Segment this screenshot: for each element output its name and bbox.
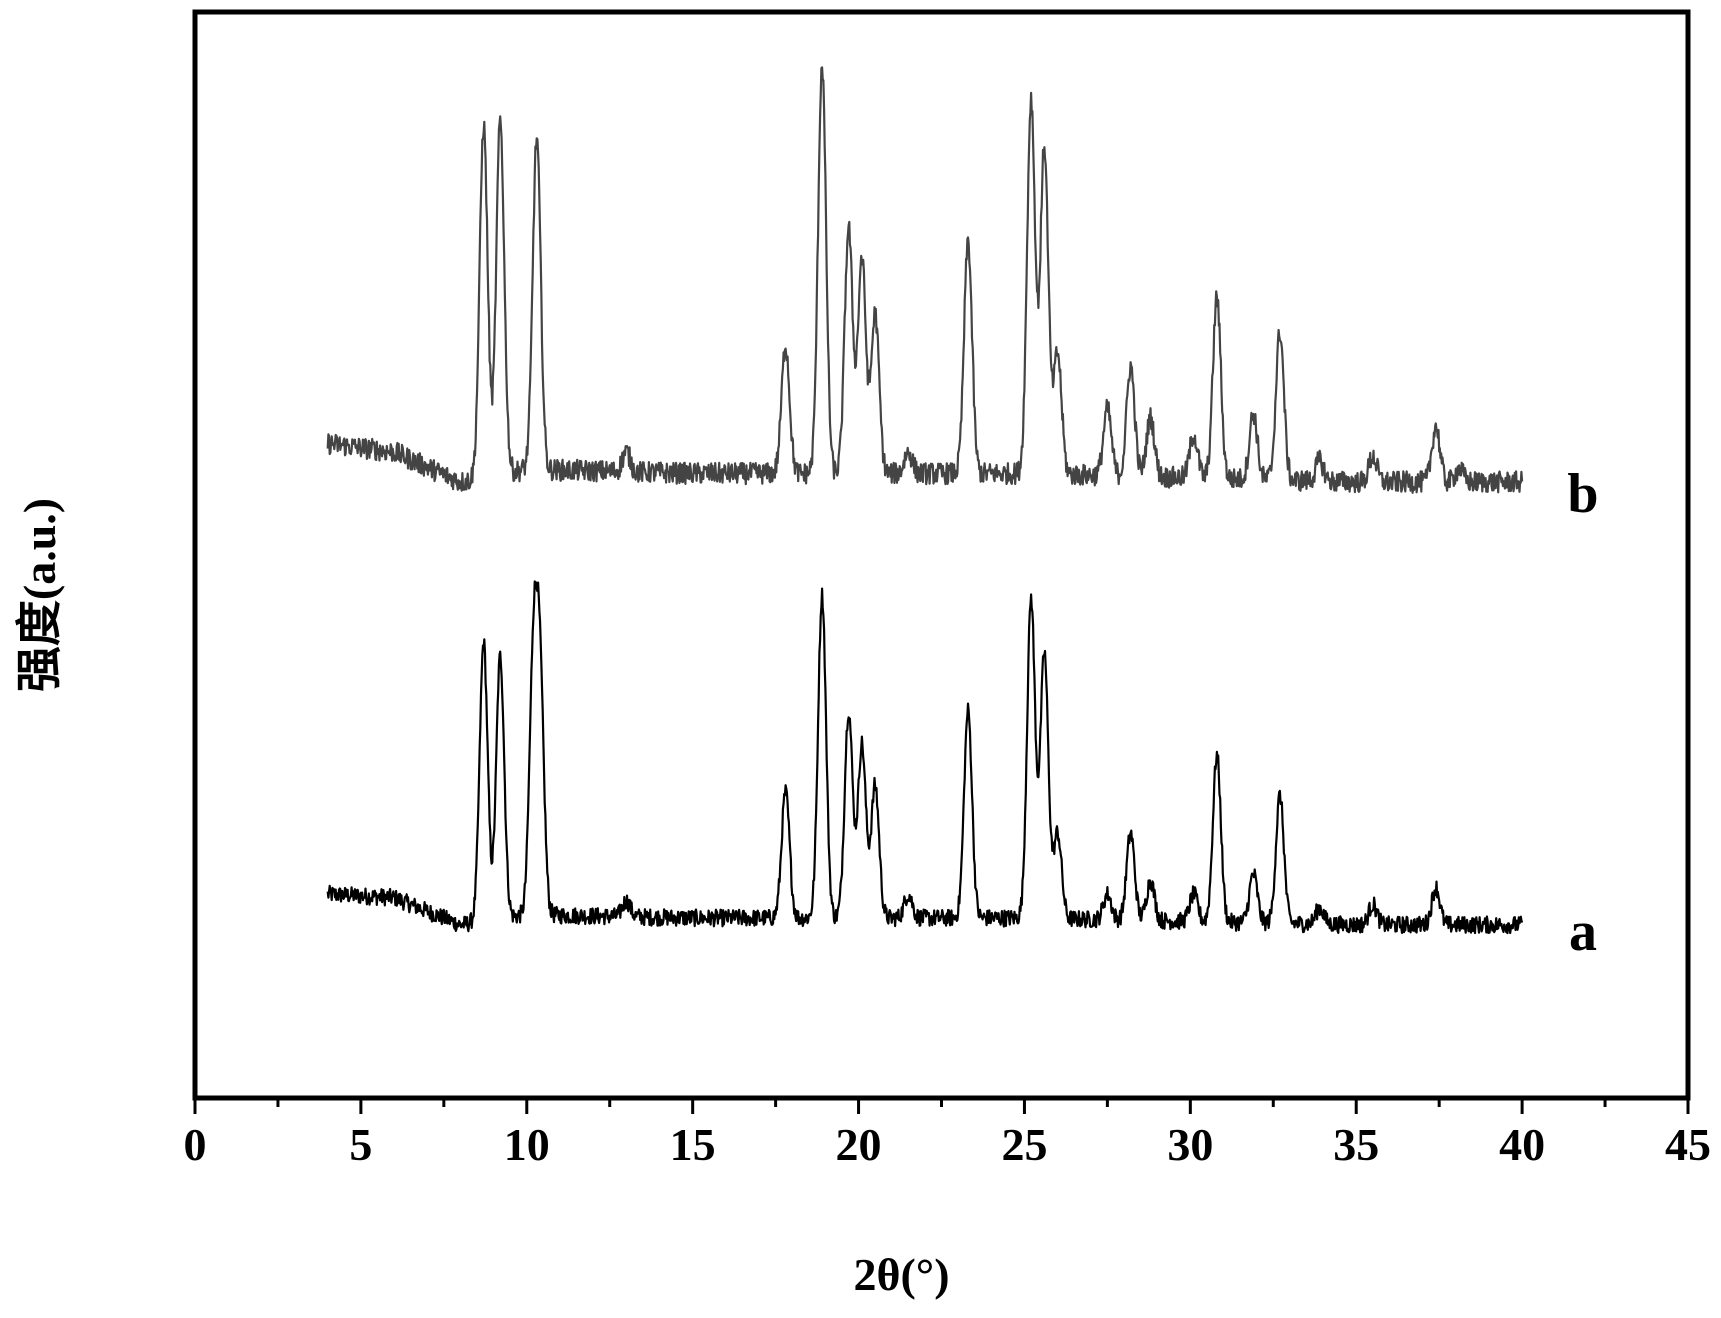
x-tick-label: 20 (836, 1119, 882, 1170)
series-b-line (326, 66, 1524, 494)
x-tick-label: 0 (184, 1119, 207, 1170)
y-axis-title: 强度(a.u.) (14, 498, 65, 692)
x-tick-label: 15 (670, 1119, 716, 1170)
x-axis-ticks (193, 1098, 1690, 1114)
x-axis-tick-labels: 0 5 10 15 20 25 30 35 40 45 (184, 1119, 1712, 1170)
plot-frame (192, 9, 1691, 1101)
series-group (326, 66, 1524, 935)
x-tick-label: 25 (1001, 1119, 1047, 1170)
x-tick-label: 40 (1499, 1119, 1545, 1170)
x-tick-label: 10 (504, 1119, 550, 1170)
series-a-line (326, 580, 1524, 935)
series-labels: ab (1567, 463, 1598, 963)
x-tick-label: 30 (1167, 1119, 1213, 1170)
x-axis-title: 2θ(°) (853, 1249, 949, 1300)
x-tick-label: 45 (1665, 1119, 1711, 1170)
series-a-label: a (1569, 901, 1597, 963)
x-tick-label: 5 (349, 1119, 372, 1170)
series-b-label: b (1567, 463, 1598, 525)
x-tick-label: 35 (1333, 1119, 1379, 1170)
